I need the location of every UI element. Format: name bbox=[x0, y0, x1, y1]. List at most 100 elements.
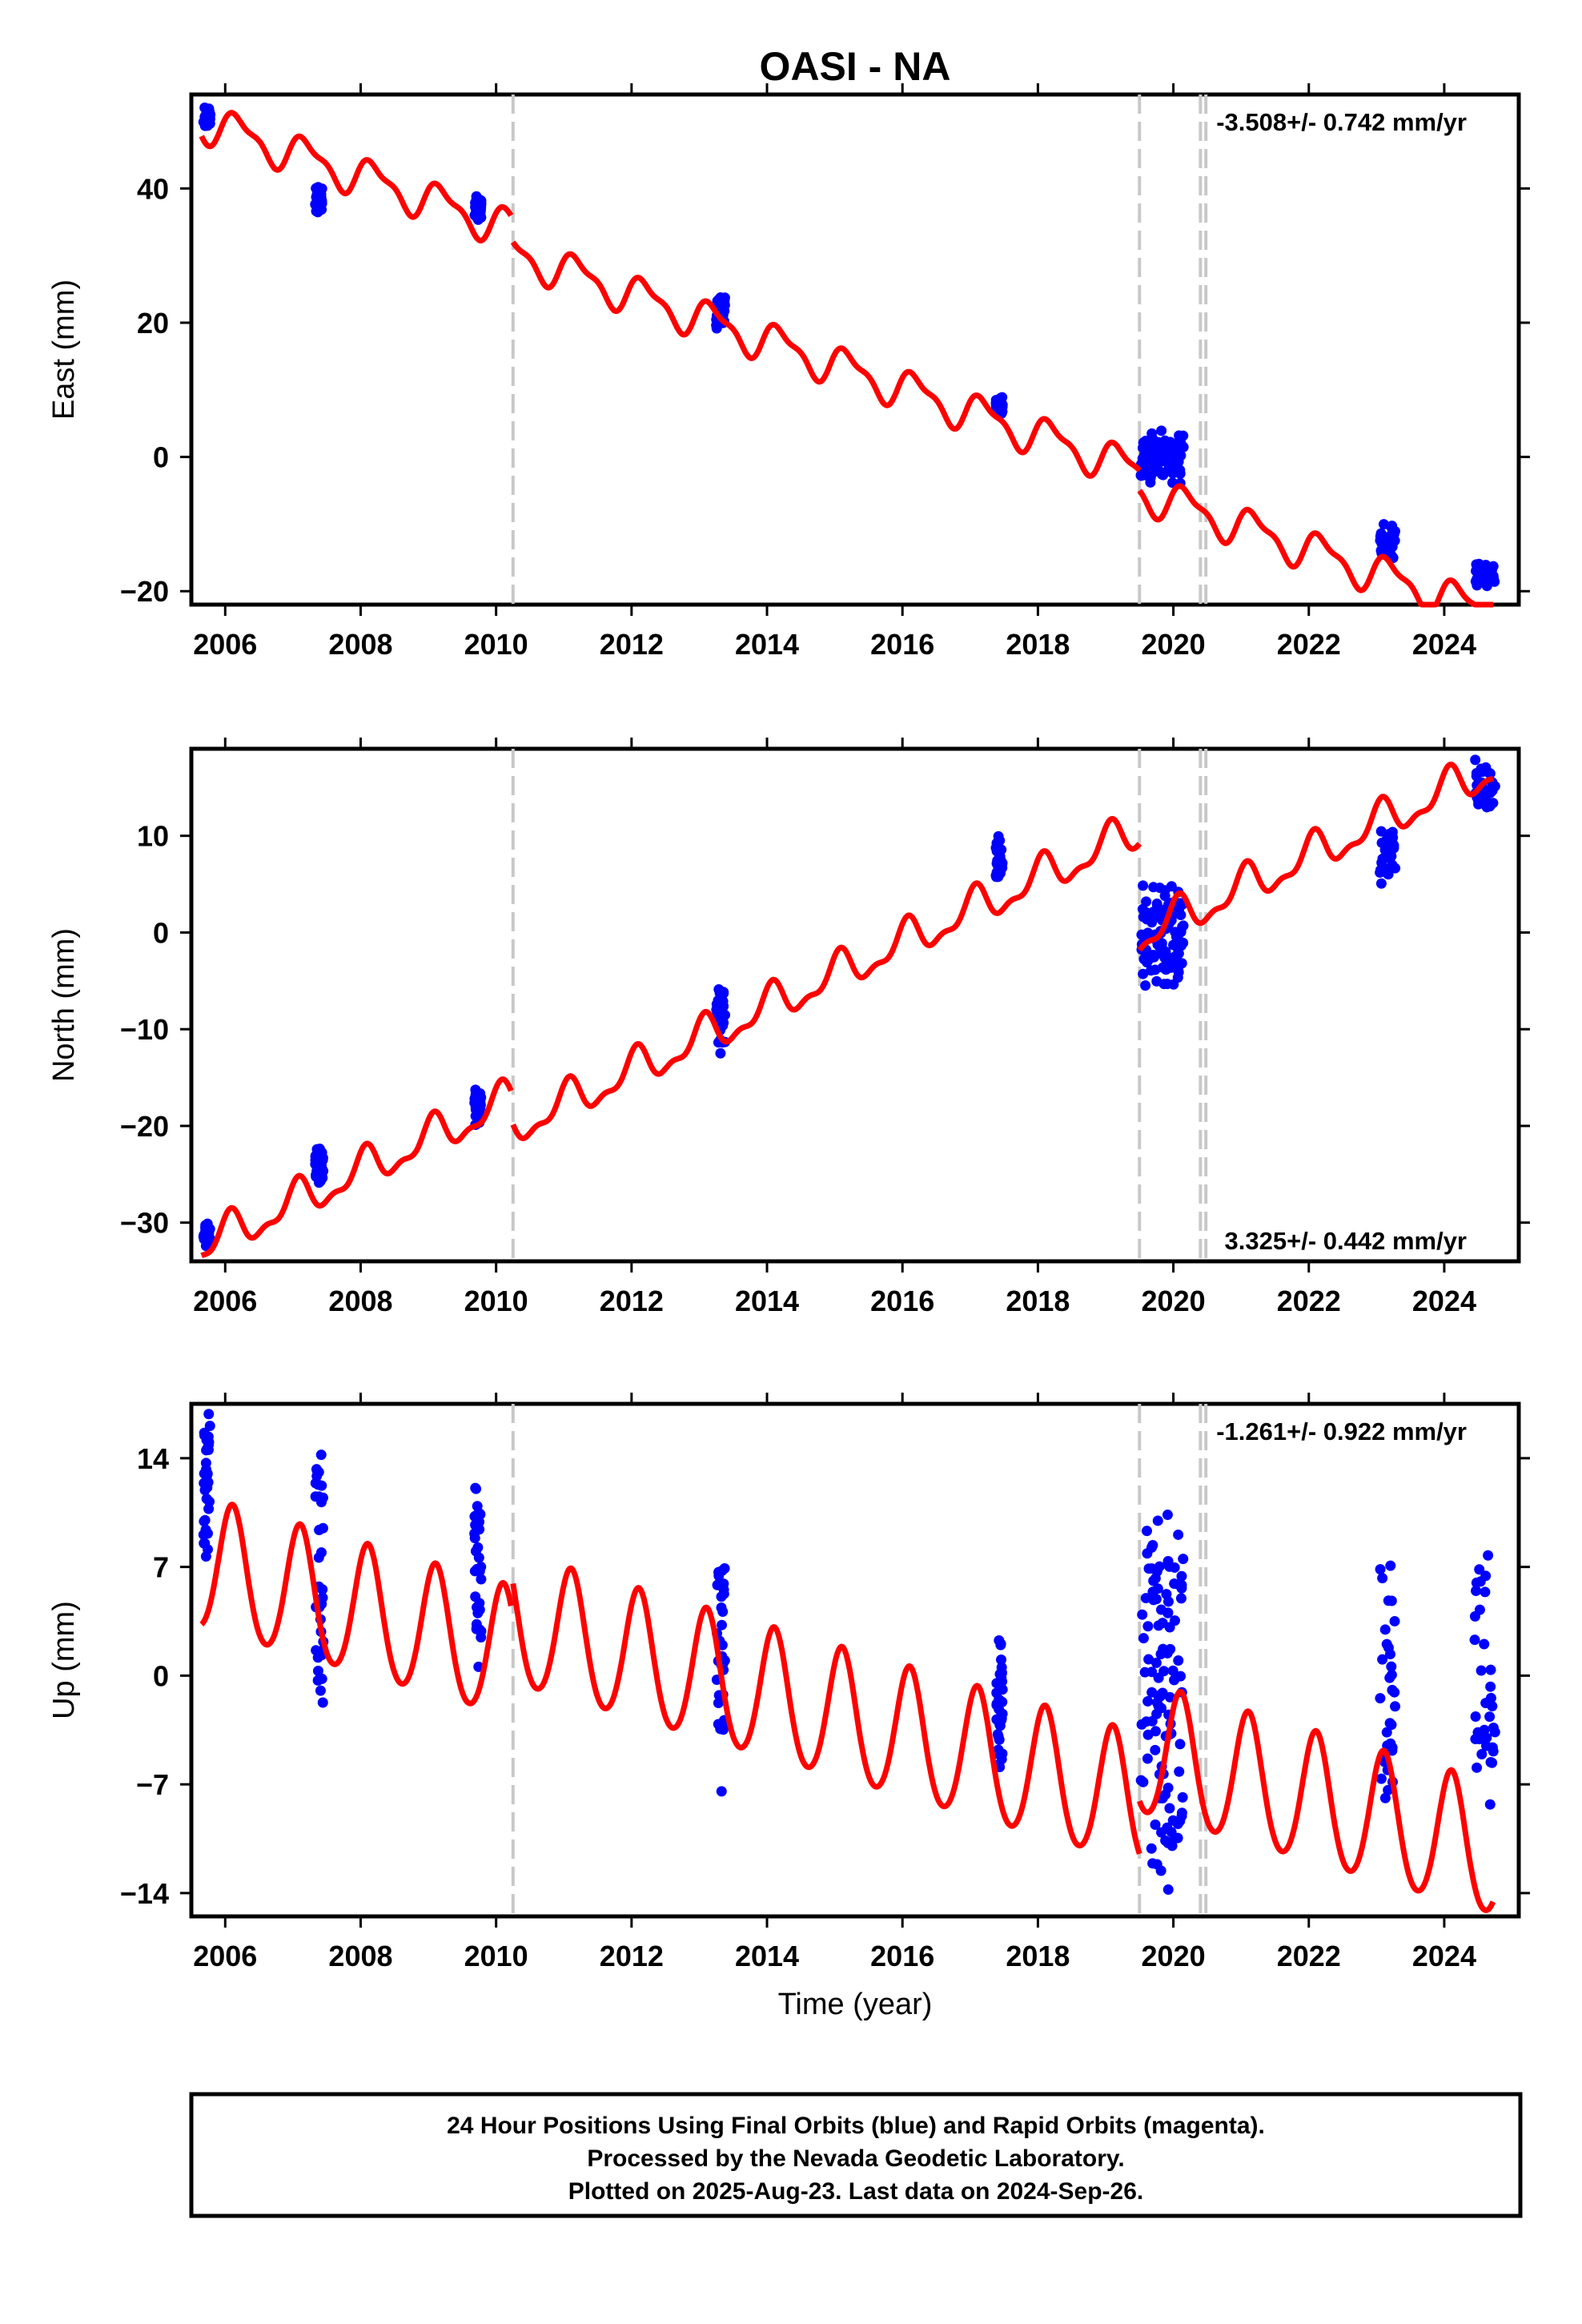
x-tick-label: 2020 bbox=[1142, 628, 1206, 661]
data-point bbox=[991, 1699, 1002, 1710]
data-point bbox=[1173, 1529, 1184, 1540]
data-point bbox=[1380, 535, 1391, 546]
data-point bbox=[1156, 1827, 1167, 1838]
data-point bbox=[469, 1528, 480, 1539]
data-point bbox=[1169, 1675, 1180, 1686]
data-point bbox=[1484, 1711, 1496, 1723]
data-point bbox=[1172, 1578, 1183, 1590]
x-tick-label: 2008 bbox=[328, 1940, 392, 1972]
data-point bbox=[1485, 1692, 1496, 1703]
data-point bbox=[1160, 948, 1171, 959]
x-axis-label: Time (year) bbox=[778, 1988, 933, 2021]
data-point bbox=[1150, 1819, 1161, 1830]
data-point bbox=[1137, 442, 1148, 453]
model-line bbox=[1137, 762, 1495, 952]
data-point bbox=[1483, 575, 1494, 586]
data-point bbox=[470, 1089, 481, 1100]
data-point bbox=[1377, 1654, 1388, 1665]
y-axis-label: Up (mm) bbox=[47, 1601, 81, 1719]
x-tick-label: 2010 bbox=[464, 1940, 528, 1972]
data-point bbox=[476, 1626, 487, 1637]
data-point bbox=[1170, 931, 1182, 943]
data-point bbox=[1470, 1734, 1481, 1745]
data-point bbox=[1173, 1655, 1184, 1666]
data-point bbox=[717, 1000, 729, 1011]
data-point bbox=[474, 1516, 485, 1527]
data-point bbox=[1386, 1595, 1397, 1606]
data-point bbox=[1178, 1554, 1189, 1565]
data-point bbox=[1485, 1756, 1496, 1767]
data-point bbox=[992, 1729, 1003, 1740]
data-point bbox=[1137, 453, 1148, 464]
data-point bbox=[203, 1409, 215, 1420]
data-point bbox=[1386, 1719, 1397, 1731]
data-point bbox=[996, 1754, 1007, 1765]
data-point bbox=[1479, 1638, 1490, 1650]
data-point bbox=[1148, 912, 1159, 923]
data-point bbox=[1137, 1609, 1148, 1620]
x-tick-label: 2024 bbox=[1412, 1285, 1476, 1317]
rate-label: -3.508+/- 0.742 mm/yr bbox=[1216, 108, 1467, 136]
x-tick-label: 2022 bbox=[1277, 1285, 1341, 1317]
data-point bbox=[1148, 436, 1159, 448]
data-point bbox=[719, 295, 730, 306]
data-point bbox=[470, 1111, 481, 1122]
y-tick-label: 7 bbox=[153, 1551, 169, 1584]
data-point bbox=[1162, 1510, 1173, 1521]
data-point bbox=[470, 1591, 481, 1602]
x-tick-label: 2018 bbox=[1006, 1285, 1070, 1317]
data-point bbox=[1484, 800, 1496, 811]
data-point bbox=[1485, 1664, 1496, 1675]
data-point bbox=[1140, 980, 1151, 991]
data-point bbox=[1172, 1832, 1183, 1844]
data-point bbox=[472, 1564, 483, 1575]
x-tick-label: 2006 bbox=[193, 1285, 257, 1317]
east-panel: 2006 2008 2010 2012 2014 2016 2018 2020 2022 2024… bbox=[47, 83, 1530, 661]
data-point bbox=[713, 1698, 724, 1709]
data-point bbox=[1151, 1859, 1162, 1870]
data-point bbox=[315, 1685, 326, 1696]
data-point bbox=[1389, 1687, 1400, 1698]
data-point bbox=[1483, 1550, 1494, 1561]
x-tick-label: 2006 bbox=[193, 628, 257, 661]
data-point bbox=[715, 1047, 726, 1059]
y-axis-label: North (mm) bbox=[47, 928, 81, 1082]
data-point bbox=[1481, 1732, 1492, 1743]
data-point bbox=[202, 1239, 213, 1250]
data-point bbox=[1475, 1576, 1486, 1587]
data-point bbox=[1139, 1667, 1150, 1678]
data-point bbox=[1383, 1784, 1394, 1795]
data-point bbox=[1488, 1746, 1499, 1757]
data-point bbox=[204, 111, 215, 123]
data-point bbox=[713, 1567, 725, 1578]
y-tick-label: −7 bbox=[136, 1768, 169, 1801]
data-point bbox=[316, 1480, 327, 1491]
data-point bbox=[717, 1619, 728, 1630]
data-point bbox=[1135, 1775, 1146, 1786]
y-tick-label: −14 bbox=[120, 1877, 169, 1910]
y-tick-label: 40 bbox=[137, 172, 169, 205]
data-point bbox=[314, 1168, 325, 1179]
data-point bbox=[199, 1516, 210, 1527]
data-point bbox=[1141, 1526, 1152, 1537]
data-point bbox=[1157, 1618, 1168, 1629]
data-point bbox=[1383, 869, 1394, 880]
data-point bbox=[1156, 425, 1167, 436]
data-point bbox=[1156, 939, 1167, 951]
data-point bbox=[1389, 1615, 1400, 1626]
data-point bbox=[1172, 963, 1183, 975]
data-point bbox=[1151, 1566, 1162, 1577]
data-point bbox=[716, 1591, 727, 1602]
data-point bbox=[717, 1724, 729, 1735]
data-point bbox=[1385, 1649, 1396, 1660]
x-tick-label: 2016 bbox=[870, 1940, 934, 1972]
data-point bbox=[1176, 1570, 1187, 1582]
y-tick-label: −20 bbox=[120, 1110, 169, 1143]
data-point bbox=[1472, 1762, 1483, 1773]
data-point bbox=[1379, 1792, 1391, 1803]
figure-title: OASI - NA bbox=[760, 44, 951, 89]
data-point bbox=[473, 203, 484, 214]
data-point bbox=[1483, 788, 1494, 799]
data-point bbox=[313, 1552, 324, 1563]
data-point bbox=[1164, 1803, 1175, 1814]
